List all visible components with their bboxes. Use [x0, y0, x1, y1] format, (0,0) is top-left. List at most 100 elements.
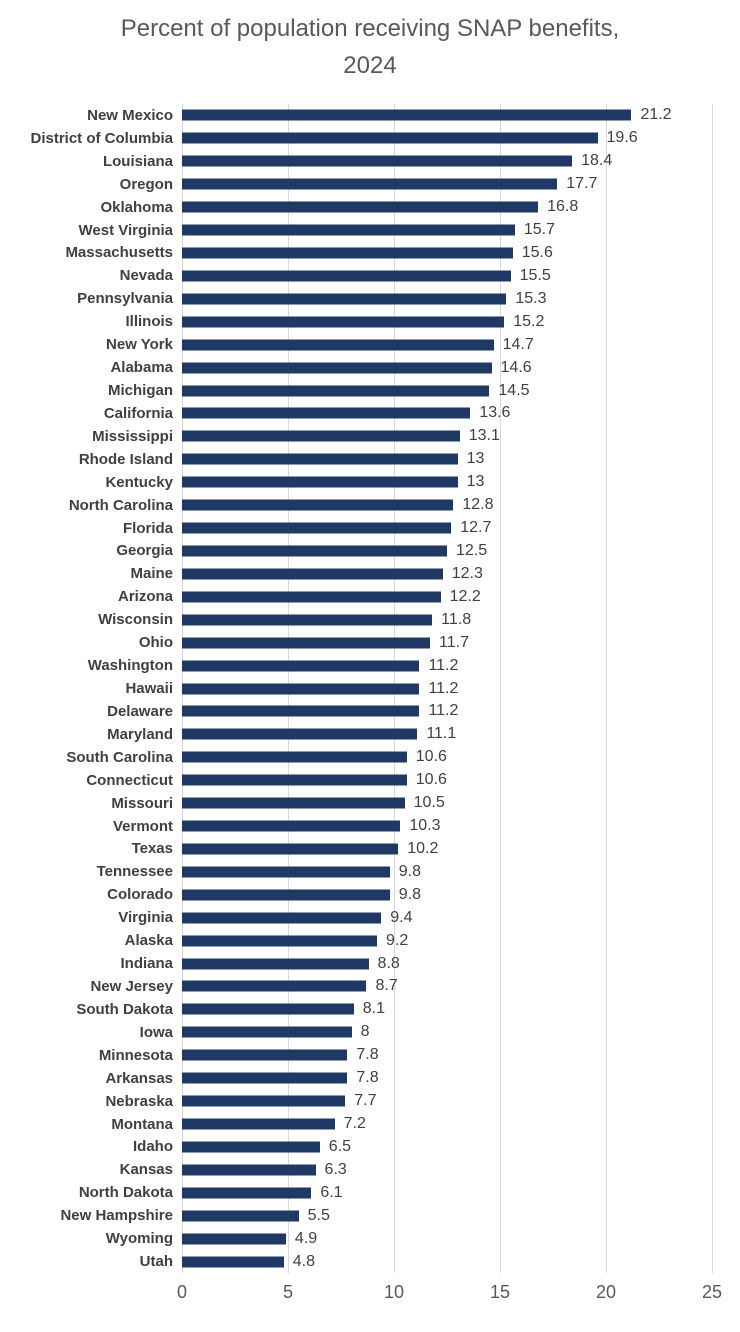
x-tick-label: 5 — [282, 1282, 294, 1302]
bar-track: 7.8 — [182, 1044, 712, 1067]
category-label: Michigan — [107, 382, 173, 400]
x-tick-label: 10 — [383, 1282, 405, 1302]
chart-row: West Virginia 15.7 — [0, 219, 712, 242]
bar — [182, 637, 431, 649]
bar — [182, 866, 390, 878]
category-label: Florida — [122, 519, 173, 537]
bar-track: 13.1 — [182, 425, 712, 448]
value-label: 6.3 — [324, 1160, 347, 1178]
chart-row: Kansas 6.3 — [0, 1158, 712, 1181]
category-label: Alabama — [110, 359, 173, 377]
chart-row: Idaho 6.5 — [0, 1135, 712, 1158]
chart-row: North Dakota 6.1 — [0, 1181, 712, 1204]
value-label: 14.5 — [498, 381, 530, 399]
bar-track: 6.3 — [182, 1158, 712, 1181]
chart-row: Maryland 11.1 — [0, 723, 712, 746]
bar-track: 9.8 — [182, 860, 712, 883]
chart-row: New Hampshire 5.5 — [0, 1204, 712, 1227]
category-label: Washington — [87, 657, 173, 675]
bar — [182, 499, 454, 511]
bar-track: 12.3 — [182, 562, 712, 585]
bar-track: 13 — [182, 448, 712, 471]
category-label: New Mexico — [87, 106, 173, 124]
category-label: Oklahoma — [100, 198, 173, 216]
chart-row: Washington 11.2 — [0, 654, 712, 677]
category-label: Montana — [111, 1115, 173, 1133]
bar — [182, 568, 443, 580]
category-label: Idaho — [133, 1138, 173, 1156]
value-label: 13 — [466, 450, 485, 468]
value-label: 15.6 — [521, 243, 553, 261]
bar-track: 12.7 — [182, 517, 712, 540]
gridline-15 — [500, 104, 501, 1273]
gridline-20 — [606, 104, 607, 1273]
value-label: 8.7 — [375, 977, 398, 995]
value-label: 10.6 — [415, 748, 447, 766]
value-label: 13 — [466, 473, 485, 491]
value-label: 7.7 — [354, 1092, 377, 1110]
bar — [182, 339, 494, 351]
chart-row: New York 14.7 — [0, 333, 712, 356]
bar — [182, 407, 471, 419]
bar — [182, 912, 382, 924]
category-label: South Carolina — [66, 748, 173, 766]
chart-row: Iowa 8 — [0, 1021, 712, 1044]
category-label: Minnesota — [98, 1046, 173, 1064]
chart-row: Arkansas 7.8 — [0, 1067, 712, 1090]
bar-track: 11.1 — [182, 723, 712, 746]
chart-title-line1: Percent of population receiving SNAP ben… — [120, 15, 620, 42]
bar-rows: New Mexico 21.2 District of Columbia 19.6 Lo… — [0, 104, 712, 1273]
category-label: Illinois — [125, 313, 173, 331]
value-label: 14.7 — [502, 335, 534, 353]
bar-track: 6.5 — [182, 1135, 712, 1158]
value-label: 15.7 — [523, 221, 555, 239]
bar — [182, 224, 515, 236]
x-tick-label: 15 — [489, 1282, 511, 1302]
bar — [182, 1164, 316, 1176]
bar — [182, 774, 407, 786]
bar-track: 13 — [182, 471, 712, 494]
bar — [182, 155, 573, 167]
bar — [182, 843, 399, 855]
value-label: 18.4 — [581, 152, 613, 170]
chart-row: South Carolina 10.6 — [0, 746, 712, 769]
category-label: Mississippi — [92, 427, 173, 445]
category-label: Colorado — [107, 886, 173, 904]
value-label: 13.6 — [479, 404, 511, 422]
value-label: 12.7 — [460, 519, 492, 537]
value-label: 4.8 — [292, 1252, 315, 1270]
bar — [182, 362, 492, 374]
value-label: 12.2 — [449, 587, 481, 605]
bar-track: 10.3 — [182, 815, 712, 838]
value-label: 8.1 — [362, 1000, 385, 1018]
value-label: 6.5 — [328, 1137, 352, 1155]
bar — [182, 935, 378, 947]
bar-track: 9.2 — [182, 929, 712, 952]
bar — [182, 705, 420, 717]
bar-track: 21.2 — [182, 104, 712, 127]
category-label: Nevada — [119, 267, 173, 285]
chart-row: Georgia 12.5 — [0, 540, 712, 563]
chart-row: Missouri 10.5 — [0, 792, 712, 815]
bar-track: 15.7 — [182, 219, 712, 242]
value-label: 17.7 — [566, 175, 598, 193]
chart-row: Oklahoma 16.8 — [0, 196, 712, 219]
category-label: New York — [106, 336, 173, 354]
bar-track: 16.8 — [182, 196, 712, 219]
category-label: Virginia — [118, 909, 173, 927]
category-label: Alaska — [124, 932, 173, 950]
value-label: 14.6 — [500, 358, 532, 376]
bar — [182, 1141, 320, 1153]
bar-track: 18.4 — [182, 150, 712, 173]
bar-track: 12.5 — [182, 540, 712, 563]
chart-row: Mississippi 13.1 — [0, 425, 712, 448]
category-label: Kentucky — [105, 473, 173, 491]
chart-row: Delaware 11.2 — [0, 700, 712, 723]
chart-row: Alabama 14.6 — [0, 356, 712, 379]
value-label: 15.2 — [513, 312, 545, 330]
value-label: 11.2 — [428, 656, 459, 674]
bar-track: 11.7 — [182, 631, 712, 654]
bar — [182, 1256, 284, 1268]
value-label: 7.8 — [356, 1046, 379, 1064]
